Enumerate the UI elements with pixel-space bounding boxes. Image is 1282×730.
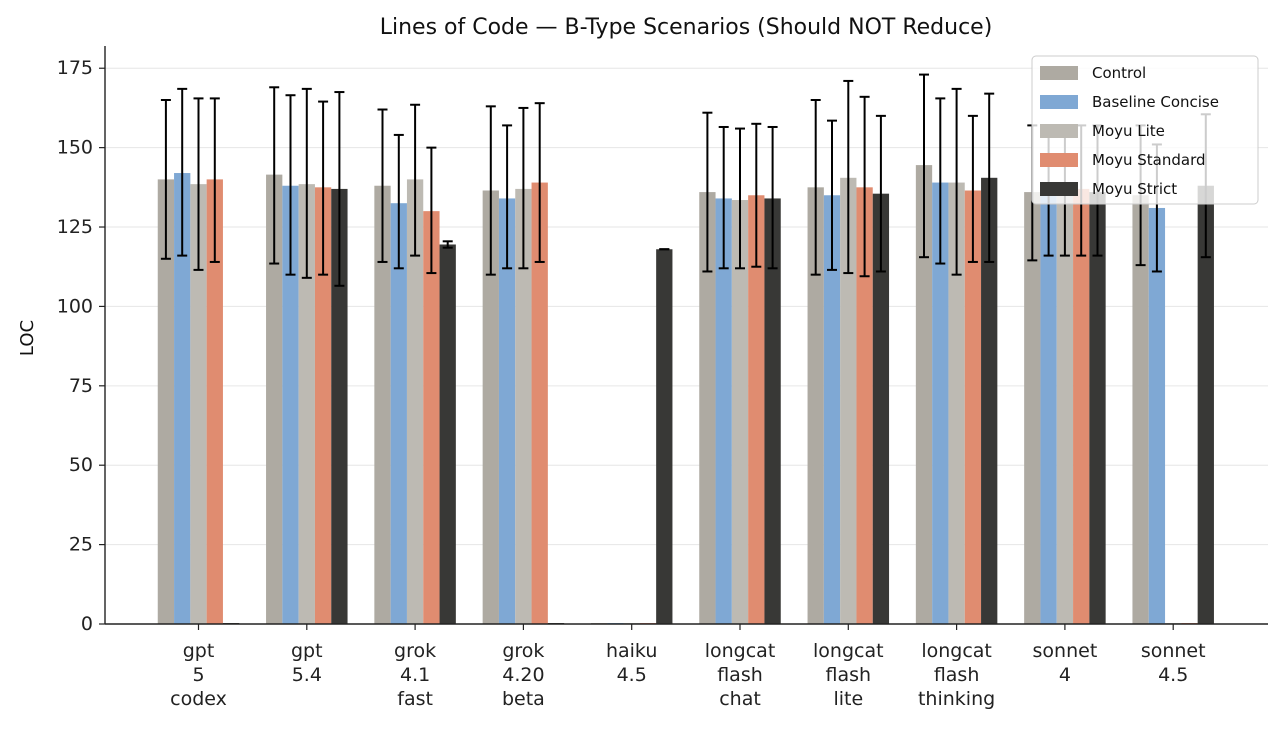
y-axis-title: LOC [17, 320, 38, 356]
legend-label: Moyu Lite [1092, 122, 1165, 140]
bar-moyu-lite [515, 188, 532, 624]
bar-moyu-strict [981, 177, 998, 625]
x-tick-label: fast [397, 688, 433, 710]
bar-moyu-lite [190, 184, 207, 624]
x-tick-label: 4.20 [502, 664, 544, 686]
x-tick-label: longcat [705, 640, 776, 662]
bar-control [807, 187, 824, 625]
x-tick-label: 5 [192, 664, 204, 686]
y-tick-label: 100 [57, 295, 93, 317]
bar-baseline-concise [498, 198, 516, 624]
bar-moyu-standard [964, 190, 982, 624]
bar-moyu-strict [1197, 185, 1214, 624]
bar-control [915, 165, 933, 625]
legend-swatch [1040, 66, 1078, 80]
legend-swatch [1040, 182, 1078, 196]
legend-label: Baseline Concise [1092, 93, 1219, 111]
bar-moyu-standard [1073, 188, 1090, 624]
bar-moyu-lite [840, 177, 857, 625]
bar-moyu-lite [948, 182, 965, 625]
bar-moyu-lite [298, 184, 315, 624]
x-tick-label: 4.1 [400, 664, 430, 686]
legend-swatch [1040, 124, 1078, 138]
bar-moyu-lite [406, 179, 424, 624]
x-tick-label: flash [934, 664, 980, 686]
bar-control [374, 185, 391, 624]
bar-moyu-standard [206, 179, 223, 624]
x-tick-label: 4.5 [617, 664, 647, 686]
bar-control [1024, 192, 1041, 625]
bar-moyu-strict [331, 188, 348, 624]
x-tick-label: grok [394, 640, 436, 662]
y-tick-label: 0 [81, 613, 93, 635]
bar-moyu-standard [856, 187, 873, 625]
bar-moyu-strict [1089, 192, 1106, 625]
bar-control [482, 190, 499, 624]
x-tick-label: beta [502, 688, 545, 710]
bar-baseline-concise [1040, 192, 1057, 625]
bar-moyu-standard [748, 195, 765, 624]
bar-baseline-concise [174, 173, 191, 625]
bar-baseline-concise [715, 198, 732, 624]
bar-control [1132, 195, 1149, 624]
bar-moyu-lite [731, 200, 749, 624]
x-tick-label: gpt [183, 640, 215, 662]
x-tick-label: longcat [921, 640, 992, 662]
bars [157, 165, 1214, 625]
bar-control [157, 179, 175, 624]
x-tick-label: 4.5 [1158, 664, 1188, 686]
bar-moyu-lite [1056, 190, 1074, 624]
y-tick-label: 125 [57, 216, 93, 238]
bar-moyu-standard [423, 211, 440, 624]
bar-moyu-standard [531, 182, 548, 625]
bar-moyu-standard [314, 187, 332, 625]
x-tick-label: haiku [606, 640, 657, 662]
x-tick-label: flash [717, 664, 763, 686]
bar-baseline-concise [1148, 207, 1166, 624]
legend-label: Moyu Standard [1092, 151, 1206, 169]
bar-baseline-concise [390, 203, 407, 624]
x-tick-label: codex [170, 688, 227, 710]
bar-control [699, 192, 716, 625]
bar-moyu-strict [764, 198, 781, 624]
bar-moyu-strict [656, 249, 673, 624]
x-ticks: gpt5codexgpt5.4grok4.1fastgrok4.20betaha… [170, 624, 1206, 710]
x-tick-label: lite [833, 688, 863, 710]
x-tick-label: sonnet [1033, 640, 1098, 662]
y-tick-label: 25 [69, 534, 93, 556]
x-tick-label: chat [719, 688, 761, 710]
bar-moyu-strict [872, 193, 890, 624]
chart-title: Lines of Code — B-Type Scenarios (Should… [380, 15, 993, 40]
bar-baseline-concise [932, 182, 949, 625]
bar-moyu-strict [439, 244, 456, 624]
bar-baseline-concise [823, 195, 841, 624]
legend-box [1031, 55, 1259, 205]
x-tick-label: longcat [813, 640, 884, 662]
legend-label: Moyu Strict [1092, 180, 1177, 198]
axes [104, 46, 1268, 625]
y-tick-label: 50 [69, 454, 93, 476]
y-tick-label: 150 [57, 137, 93, 159]
bar-baseline-concise [282, 185, 299, 624]
x-tick-label: thinking [918, 688, 995, 710]
x-tick-label: 5.4 [292, 664, 322, 686]
x-tick-label: gpt [291, 640, 323, 662]
legend-label: Control [1092, 64, 1146, 82]
bar-control [266, 174, 283, 624]
y-tick-label: 75 [69, 375, 93, 397]
x-tick-label: 4 [1059, 664, 1071, 686]
x-tick-label: flash [826, 664, 872, 686]
legend-swatch [1040, 95, 1078, 109]
x-tick-label: grok [502, 640, 544, 662]
x-tick-label: sonnet [1141, 640, 1206, 662]
legend-swatch [1040, 153, 1078, 167]
y-tick-label: 175 [57, 57, 93, 79]
y-ticks: 0 25 50 75 100 125 150 175 [57, 57, 105, 635]
legend: Control Baseline Concise Moyu Lite Moyu Sta… [1031, 55, 1259, 205]
